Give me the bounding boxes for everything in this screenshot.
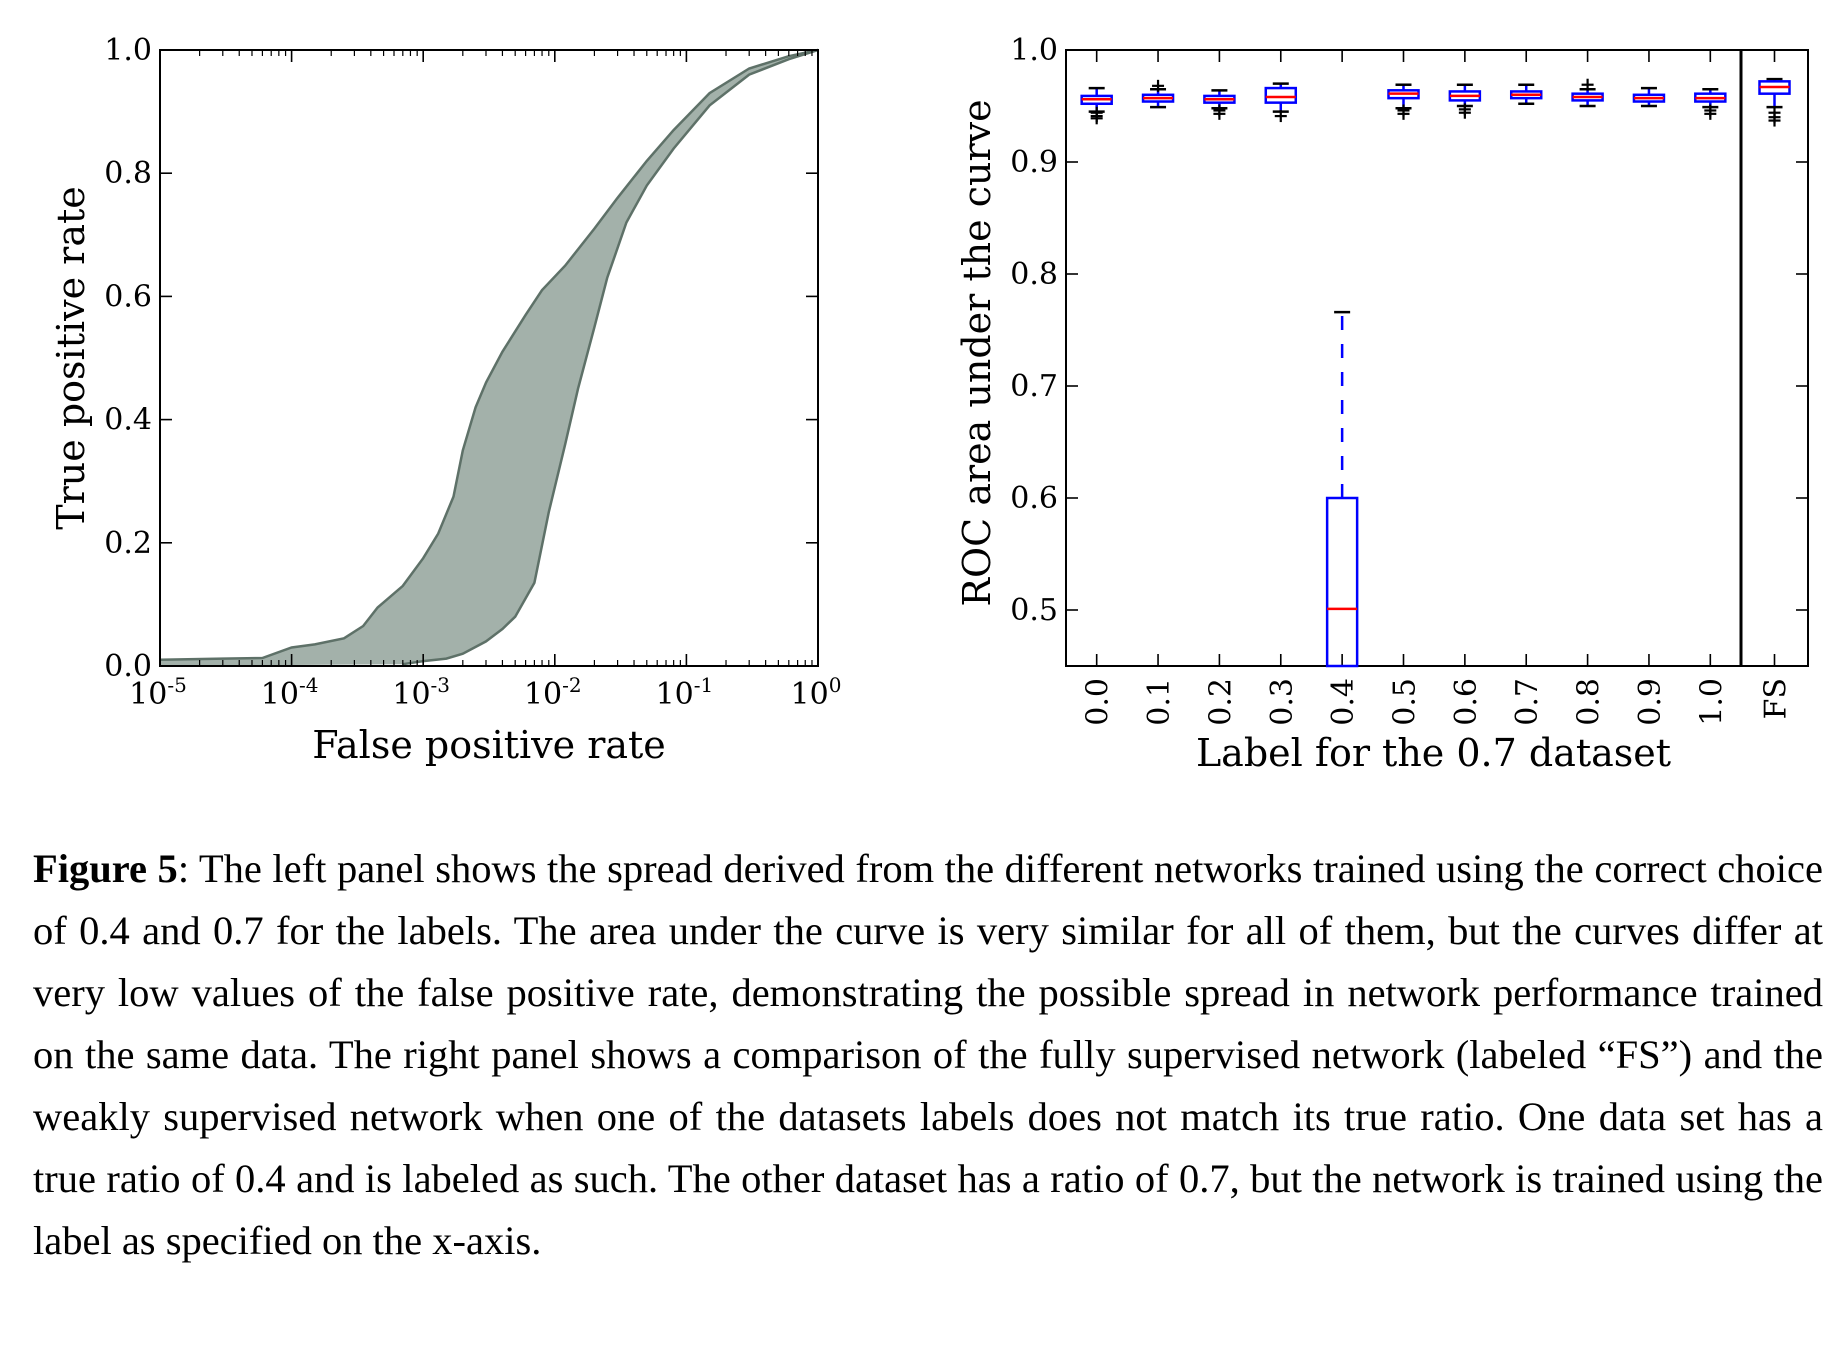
x-tick-label: 0.3: [1265, 678, 1300, 726]
roc-upper-curve: [159, 48, 819, 662]
y-axis-label: True positive rate: [49, 186, 93, 529]
left-panel-roc-spread: 10-5 10-4 10-3 10-2 10-1 1000.00.20.40.60.81.…: [49, 33, 841, 767]
x-tick-label: 0.9: [1633, 678, 1668, 726]
x-tick-label: 10-5: [129, 673, 187, 712]
box-0: [1080, 86, 1113, 125]
y-tick-label: 0.0: [104, 649, 152, 684]
y-tick-label: 0.9: [1010, 145, 1058, 180]
x-tick-label: 0.8: [1572, 678, 1607, 726]
x-tick-label: 0.7: [1510, 678, 1545, 726]
box-5: [1387, 83, 1420, 120]
y-tick-label: 0.8: [1010, 257, 1058, 292]
y-axis-label: ROC area under the curve: [955, 99, 999, 606]
x-tick-label: 10-2: [524, 673, 582, 712]
x-tick-label: 0.2: [1203, 678, 1238, 726]
x-tick-label: 0.4: [1326, 678, 1361, 726]
box-iqr: [1264, 86, 1298, 104]
x-tick-exponent: -4: [299, 673, 318, 697]
y-tick-label: 1.0: [104, 33, 152, 68]
x-tick-label: 10-4: [261, 673, 319, 712]
x-tick-base: 10: [791, 677, 829, 712]
x-tick-label: 0.6: [1449, 678, 1484, 726]
x-tick-base: 10: [129, 677, 167, 712]
y-tick-label: 0.2: [104, 526, 152, 561]
x-tick-label: 10-1: [656, 673, 714, 712]
x-tick-exponent: -3: [431, 673, 450, 697]
left-axes-frame: [159, 49, 819, 667]
roc-spread-band: [160, 50, 818, 666]
right-panel-auc-boxplot: 0.5 0.6 0.7 0.8 0.9 1.0 0.0 0.1 0.2 0.3 0.4 0.5 0.6 0…: [955, 33, 1809, 775]
box-1: [1141, 79, 1175, 109]
box-3: [1264, 82, 1298, 123]
y-tick-label: 1.0: [1010, 33, 1058, 68]
box-2: [1203, 89, 1236, 120]
y-tick-label: 0.6: [104, 279, 152, 314]
figure-caption: Figure 5: The left panel shows the sprea…: [33, 838, 1823, 1272]
x-tick-base: 10: [656, 677, 694, 712]
x-tick-base: 10: [261, 677, 299, 712]
x-tick-label: 10-3: [392, 673, 450, 712]
x-tick-exponent: -5: [167, 673, 186, 697]
y-tick-label: 0.4: [104, 403, 152, 438]
y-tick-label: 0.8: [104, 156, 152, 191]
x-tick-label: 100: [791, 673, 842, 712]
roc-lower-curve: [402, 48, 819, 666]
x-tick-label: 0.1: [1142, 678, 1177, 726]
right-axes-frame: [1065, 49, 1809, 667]
x-tick-exponent: -1: [694, 673, 713, 697]
box-4: [1325, 310, 1359, 668]
y-tick-label: 0.6: [1010, 481, 1058, 516]
x-axis-label: False positive rate: [312, 723, 666, 767]
x-tick-exponent: -2: [562, 673, 581, 697]
x-tick-base: 10: [392, 677, 430, 712]
x-tick-label-fs: FS: [1759, 678, 1794, 719]
box-6: [1448, 83, 1482, 119]
x-tick-exponent: 0: [829, 673, 842, 697]
box-7: [1509, 83, 1543, 106]
x-tick-label: 0.5: [1388, 678, 1423, 726]
y-tick-label: 0.7: [1010, 369, 1058, 404]
box-9: [1632, 86, 1666, 108]
figure-5: 10-5 10-4 10-3 10-2 10-1 1000.00.20.40.60.81.…: [49, 33, 1809, 775]
box-fs: [1758, 77, 1791, 127]
x-axis-label: Label for the 0.7 dataset: [1196, 731, 1671, 775]
y-tick-label: 0.5: [1010, 593, 1058, 628]
x-tick-label: 0.0: [1081, 678, 1116, 726]
x-tick-base: 10: [524, 677, 562, 712]
x-tick-label: 1.0: [1694, 678, 1729, 726]
box-iqr: [1325, 496, 1359, 668]
caption-label: Figure 5: [33, 846, 178, 891]
box-8: [1571, 78, 1604, 108]
box-10: [1694, 87, 1727, 120]
caption-text: : The left panel shows the spread derive…: [33, 846, 1823, 1263]
